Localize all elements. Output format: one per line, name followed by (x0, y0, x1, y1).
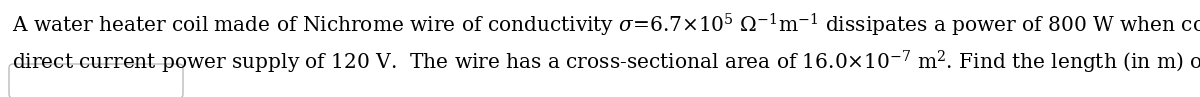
FancyBboxPatch shape (10, 64, 182, 97)
Text: direct current power supply of 120 V.  The wire has a cross-sectional area of 16: direct current power supply of 120 V. Th… (12, 49, 1200, 76)
Text: A water heater coil made of Nichrome wire of conductivity $\sigma$=6.7$\times$10: A water heater coil made of Nichrome wir… (12, 12, 1200, 39)
